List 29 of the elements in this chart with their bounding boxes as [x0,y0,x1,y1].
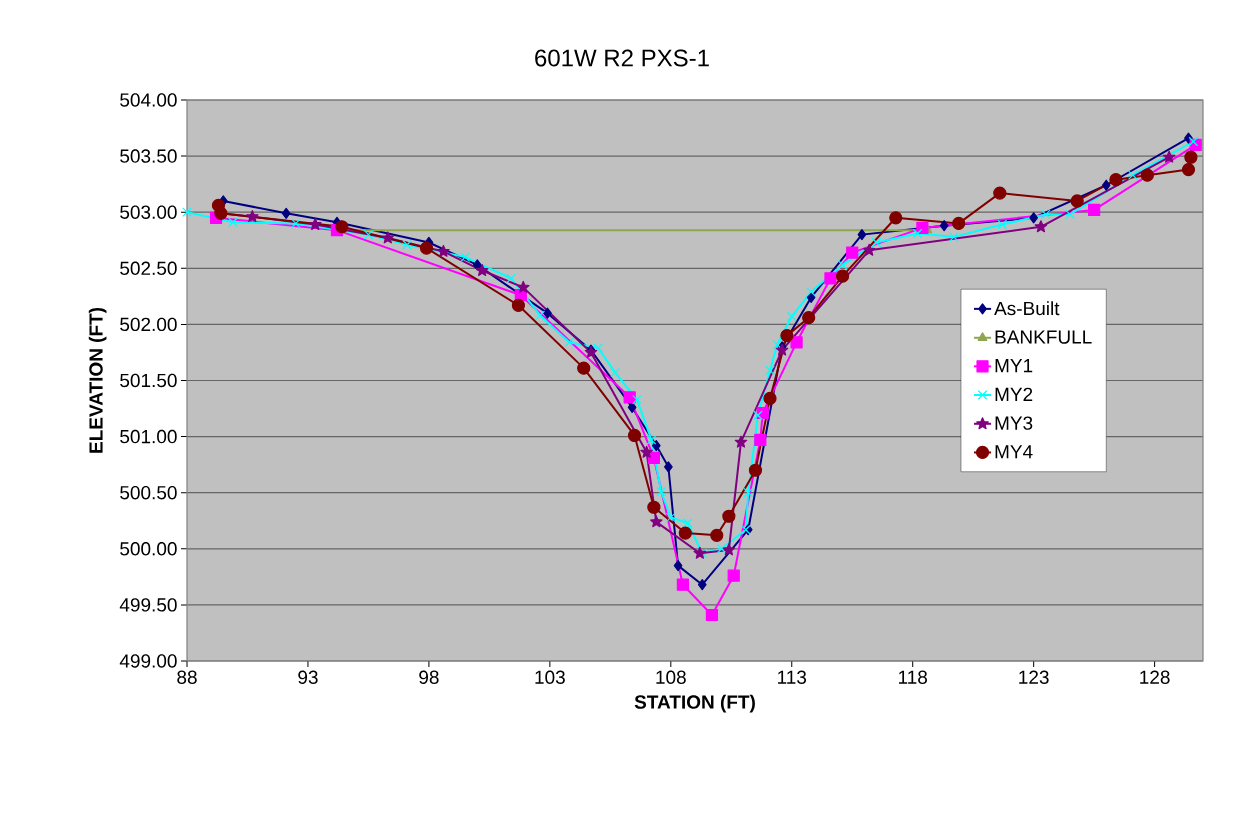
legend-label: MY4 [995,445,1033,459]
y-tick-label: 499.00 [119,654,177,668]
legend-label: BANKFULL [995,330,1092,344]
x-tick-label: 123 [1019,670,1049,684]
legend-label: MY3 [995,416,1033,430]
x-tick-label: 93 [298,670,318,684]
legend-label: MY1 [995,359,1033,373]
y-tick-label: 503.50 [120,149,177,163]
y-axis-title: ELEVATION (FT) [88,307,107,453]
y-tick-label: 500.50 [120,485,177,500]
y-tick-label: 503.00 [120,205,177,219]
legend-label: As-Built [994,301,1060,316]
x-tick-label: 98 [419,670,439,684]
y-tick-label: 502.00 [120,317,177,332]
y-tick-label: 500.00 [120,542,177,556]
x-tick-label: 108 [656,670,686,684]
x-tick-label: 118 [899,670,928,684]
y-tick-label: 504.00 [120,93,177,107]
y-tick-label: 501.50 [120,373,177,388]
x-tick-label: 88 [177,670,197,684]
x-tick-label: 113 [778,670,807,684]
y-tick-label: 499.50 [119,598,177,612]
x-tick-label: 128 [1140,670,1170,684]
y-tick-label: 501.00 [120,429,177,444]
legend-label: MY2 [995,387,1033,401]
chart-title: 601W R2 PXS-1 [535,49,709,67]
x-tick-label: 103 [535,670,565,684]
y-tick-label: 502.50 [120,261,177,276]
x-axis-title: STATION (FT) [634,694,755,713]
